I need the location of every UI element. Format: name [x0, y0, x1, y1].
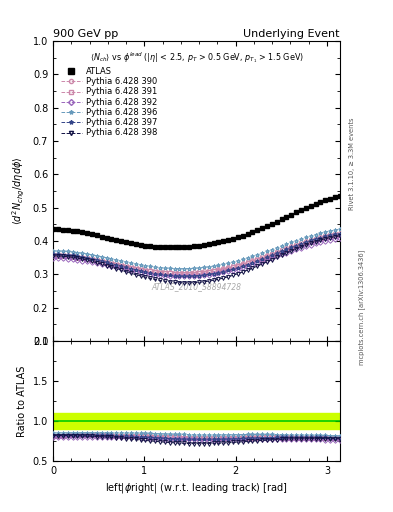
Pythia 6.428 398 — [148, 275, 152, 282]
X-axis label: left|$\phi$right| (w.r.t. leading track) [rad]: left|$\phi$right| (w.r.t. leading track)… — [105, 481, 288, 495]
Legend: ATLAS, Pythia 6.428 390, Pythia 6.428 391, Pythia 6.428 392, Pythia 6.428 396, P: ATLAS, Pythia 6.428 390, Pythia 6.428 39… — [60, 66, 158, 138]
Text: Rivet 3.1.10, ≥ 3.3M events: Rivet 3.1.10, ≥ 3.3M events — [349, 118, 355, 210]
Line: Pythia 6.428 392: Pythia 6.428 392 — [51, 236, 342, 279]
Pythia 6.428 398 — [51, 253, 55, 259]
Pythia 6.428 396 — [124, 259, 129, 265]
Pythia 6.428 390 — [124, 262, 129, 268]
Pythia 6.428 390 — [148, 267, 152, 273]
Pythia 6.428 390 — [235, 261, 240, 267]
Pythia 6.428 392 — [182, 273, 187, 280]
Pythia 6.428 392 — [124, 266, 129, 272]
Pythia 6.428 391 — [148, 268, 152, 274]
Pythia 6.428 391 — [51, 253, 55, 259]
Pythia 6.428 398 — [187, 280, 191, 286]
ATLAS — [338, 193, 342, 199]
Pythia 6.428 397 — [235, 265, 240, 271]
Bar — [53, 413, 340, 429]
Pythia 6.428 396 — [177, 266, 182, 272]
Pythia 6.428 392 — [143, 270, 148, 276]
Pythia 6.428 398 — [99, 261, 104, 267]
Pythia 6.428 391 — [99, 259, 104, 265]
Pythia 6.428 392 — [148, 271, 152, 277]
Pythia 6.428 397 — [182, 273, 187, 279]
Pythia 6.428 390 — [338, 229, 342, 236]
Pythia 6.428 391 — [133, 266, 138, 272]
Y-axis label: $\langle d^2 N_{chg}/d\eta d\phi \rangle$: $\langle d^2 N_{chg}/d\eta d\phi \rangle… — [11, 157, 27, 225]
ATLAS — [99, 233, 104, 240]
Text: ATLAS_2010_S8894728: ATLAS_2010_S8894728 — [151, 282, 242, 291]
Text: Underlying Event: Underlying Event — [243, 29, 340, 39]
Line: ATLAS: ATLAS — [51, 194, 342, 250]
ATLAS — [167, 244, 172, 250]
Pythia 6.428 391 — [182, 271, 187, 277]
Pythia 6.428 397 — [143, 269, 148, 275]
Pythia 6.428 397 — [148, 270, 152, 276]
Pythia 6.428 396 — [133, 261, 138, 267]
Pythia 6.428 390 — [177, 269, 182, 275]
Pythia 6.428 396 — [148, 263, 152, 269]
Pythia 6.428 397 — [133, 267, 138, 273]
Pythia 6.428 397 — [124, 264, 129, 270]
Pythia 6.428 391 — [124, 264, 129, 270]
Pythia 6.428 398 — [338, 233, 342, 239]
Pythia 6.428 392 — [235, 266, 240, 272]
Pythia 6.428 396 — [143, 263, 148, 269]
Pythia 6.428 392 — [133, 268, 138, 274]
Pythia 6.428 396 — [99, 253, 104, 260]
Pythia 6.428 396 — [235, 258, 240, 264]
Line: Pythia 6.428 391: Pythia 6.428 391 — [51, 233, 342, 276]
Pythia 6.428 390 — [51, 251, 55, 258]
Text: 900 GeV pp: 900 GeV pp — [53, 29, 118, 39]
Pythia 6.428 398 — [124, 269, 129, 275]
ATLAS — [133, 241, 138, 247]
Pythia 6.428 390 — [133, 264, 138, 270]
Pythia 6.428 397 — [51, 251, 55, 258]
Y-axis label: Ratio to ATLAS: Ratio to ATLAS — [17, 365, 27, 437]
ATLAS — [124, 239, 129, 245]
Pythia 6.428 397 — [99, 258, 104, 264]
Line: Pythia 6.428 398: Pythia 6.428 398 — [51, 234, 342, 285]
Line: Pythia 6.428 396: Pythia 6.428 396 — [51, 227, 342, 271]
Text: $\langle N_{ch} \rangle$ vs $\phi^{lead}$ (|$\eta$| < 2.5, $p_T$ > 0.5 GeV, $p_{: $\langle N_{ch} \rangle$ vs $\phi^{lead}… — [90, 50, 303, 65]
Pythia 6.428 391 — [143, 268, 148, 274]
Pythia 6.428 398 — [143, 274, 148, 280]
ATLAS — [143, 243, 148, 249]
ATLAS — [235, 234, 240, 240]
Pythia 6.428 392 — [338, 235, 342, 241]
Pythia 6.428 396 — [338, 226, 342, 232]
Pythia 6.428 390 — [143, 266, 148, 272]
Pythia 6.428 392 — [51, 255, 55, 261]
Pythia 6.428 392 — [99, 261, 104, 267]
Line: Pythia 6.428 397: Pythia 6.428 397 — [51, 231, 342, 278]
Pythia 6.428 391 — [338, 232, 342, 238]
Pythia 6.428 391 — [235, 263, 240, 269]
Pythia 6.428 398 — [133, 271, 138, 278]
Text: mcplots.cern.ch [arXiv:1306.3436]: mcplots.cern.ch [arXiv:1306.3436] — [358, 249, 365, 365]
Line: Pythia 6.428 390: Pythia 6.428 390 — [51, 230, 342, 274]
Pythia 6.428 390 — [99, 257, 104, 263]
Pythia 6.428 396 — [51, 248, 55, 254]
ATLAS — [51, 226, 55, 232]
ATLAS — [148, 243, 152, 249]
Pythia 6.428 397 — [338, 230, 342, 237]
Pythia 6.428 398 — [235, 271, 240, 277]
